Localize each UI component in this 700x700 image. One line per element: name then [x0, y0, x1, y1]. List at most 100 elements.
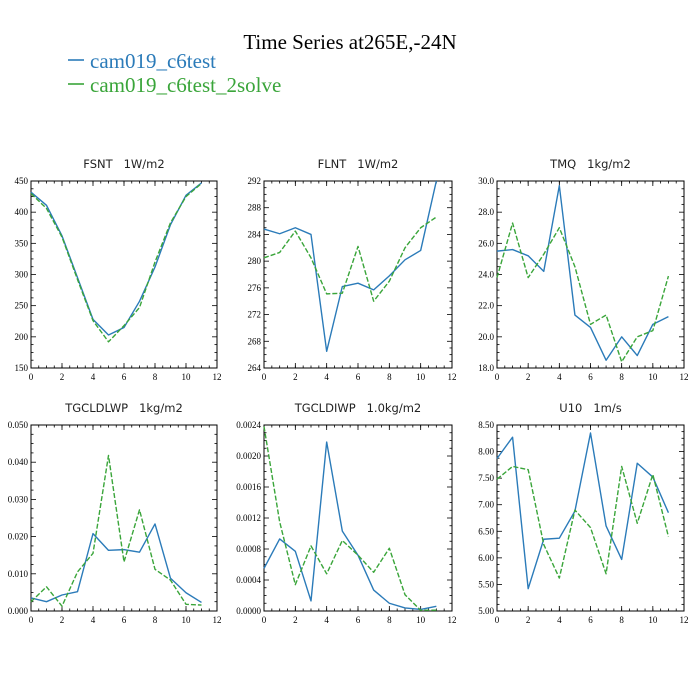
x-tick-label: 6 — [122, 372, 127, 382]
y-tick-label: 350 — [15, 238, 29, 248]
chart-panel-5: TGCLDIWP 1.0kg/m2 0 2 4 6 8 10 12 0.0000 0.0004 0.… — [236, 401, 456, 625]
y-tick-label: 26.0 — [478, 238, 494, 248]
chart-panel-6: U10 1m/s 0 2 4 6 8 10 12 5.00 5.50 6.00 6.50 7.00 7.5… — [478, 401, 688, 625]
y-tick-label: 0.030 — [8, 494, 29, 504]
series-line-1 — [30, 182, 202, 336]
figure-title: Time Series at265E,-24N — [243, 30, 456, 54]
x-tick-label: 12 — [680, 615, 689, 625]
x-tick-label: 6 — [588, 615, 593, 625]
y-tick-label: 280 — [248, 256, 262, 266]
x-tick-label: 6 — [356, 615, 361, 625]
x-tick-label: 10 — [416, 372, 426, 382]
y-tick-label: 0.0020 — [236, 451, 261, 461]
y-tick-label: 30.0 — [478, 176, 494, 186]
legend-label-series-2: cam019_c6test_2solve — [90, 73, 281, 97]
chart-panels: FSNT 1W/m20 2 4 6 8 10 12150200250300350400450… — [8, 157, 689, 625]
panel-title: U10 1m/s — [559, 401, 621, 415]
x-tick-label: 0 — [495, 615, 500, 625]
chart-panel-3: TMQ 1kg/m2 0 2 4 6 8 10 12 18.0 20.0 22.0 24.0 26.0 2… — [478, 157, 688, 382]
chart-panel-4: TGCLDLWP 1kg/m2 0 2 4 6 8 10 12 0.000 0.010 0.020 0… — [8, 401, 222, 625]
x-tick-label: 4 — [557, 615, 562, 625]
x-tick-label: 8 — [387, 615, 392, 625]
y-tick-label: 0.0008 — [236, 544, 261, 554]
x-tick-label: 2 — [60, 372, 65, 382]
y-tick-label: 200 — [15, 332, 29, 342]
x-tick-label: 10 — [182, 615, 192, 625]
y-tick-label: 0.000 — [8, 606, 29, 616]
y-tick-label: 0.040 — [8, 457, 29, 467]
plot-frame — [30, 180, 218, 369]
x-tick-label: 12 — [680, 372, 689, 382]
x-tick-label: 2 — [60, 615, 65, 625]
y-tick-label: 8.50 — [478, 420, 494, 430]
y-tick-label: 276 — [248, 283, 262, 293]
plot-frame — [496, 424, 685, 612]
x-tick-label: 8 — [619, 615, 624, 625]
series-line-2 — [263, 216, 437, 302]
chart-panel-1: FSNT 1W/m2 0 2 4 6 8 10 12 150 200 250 300 350 400 450 — [15, 157, 222, 382]
plot-frame — [30, 424, 218, 612]
x-tick-label: 12 — [213, 615, 222, 625]
x-tick-label: 8 — [153, 615, 158, 625]
figure-legend: cam019_c6test cam019_c6test_2solve — [68, 49, 281, 97]
panel-title: TGCLDLWP 1kg/m2 — [64, 401, 183, 415]
y-tick-label: 7.00 — [478, 500, 494, 510]
x-tick-label: 8 — [387, 372, 392, 382]
y-tick-label: 0.0012 — [236, 513, 261, 523]
series-line-2 — [496, 465, 670, 579]
y-tick-label: 24.0 — [478, 270, 494, 280]
x-tick-label: 10 — [182, 372, 192, 382]
y-tick-label: 0.050 — [8, 420, 29, 430]
y-tick-label: 7.50 — [478, 473, 494, 483]
y-tick-label: 22.0 — [478, 301, 494, 311]
y-tick-label: 18.0 — [478, 363, 494, 373]
y-tick-label: 20.0 — [478, 332, 494, 342]
x-tick-label: 10 — [416, 615, 426, 625]
y-tick-label: 250 — [15, 301, 29, 311]
x-tick-label: 12 — [213, 372, 222, 382]
y-tick-label: 0.0024 — [236, 420, 261, 430]
legend-label-series-1: cam019_c6test — [90, 49, 216, 73]
y-tick-label: 268 — [248, 336, 262, 346]
y-tick-label: 292 — [248, 176, 262, 186]
series-line-1 — [496, 184, 669, 361]
y-tick-label: 5.00 — [478, 606, 494, 616]
x-tick-label: 4 — [557, 372, 562, 382]
x-tick-label: 10 — [648, 372, 658, 382]
x-tick-label: 8 — [153, 372, 158, 382]
y-tick-label: 264 — [248, 363, 262, 373]
panel-title: TGCLDIWP 1.0kg/m2 — [294, 401, 422, 415]
y-tick-label: 284 — [248, 229, 262, 239]
x-tick-label: 0 — [495, 372, 500, 382]
y-tick-label: 0.0016 — [236, 482, 261, 492]
panel-title: FLNT 1W/m2 — [318, 157, 399, 171]
y-tick-label: 300 — [15, 270, 29, 280]
y-tick-label: 6.50 — [478, 526, 494, 536]
x-tick-label: 2 — [293, 372, 298, 382]
panel-title: FSNT 1W/m2 — [83, 157, 164, 171]
series-line-2 — [496, 222, 670, 363]
y-tick-label: 28.0 — [478, 207, 494, 217]
x-tick-label: 10 — [648, 615, 658, 625]
series-line-2 — [30, 454, 202, 607]
series-line-1 — [496, 432, 670, 590]
y-tick-label: 400 — [15, 207, 29, 217]
x-tick-label: 0 — [262, 615, 267, 625]
plot-frame — [263, 180, 453, 369]
x-tick-label: 8 — [619, 372, 624, 382]
x-tick-label: 0 — [29, 372, 34, 382]
x-tick-label: 2 — [293, 615, 298, 625]
x-tick-label: 4 — [324, 615, 329, 625]
x-tick-label: 12 — [448, 615, 457, 625]
y-tick-label: 272 — [248, 310, 262, 320]
x-tick-label: 6 — [356, 372, 361, 382]
y-tick-label: 150 — [15, 363, 29, 373]
x-tick-label: 2 — [526, 615, 531, 625]
y-tick-label: 288 — [248, 203, 262, 213]
y-tick-label: 0.0004 — [236, 575, 261, 585]
x-tick-label: 6 — [588, 372, 593, 382]
series-line-2 — [263, 426, 437, 611]
y-tick-label: 450 — [15, 176, 29, 186]
y-tick-label: 5.50 — [478, 579, 494, 589]
